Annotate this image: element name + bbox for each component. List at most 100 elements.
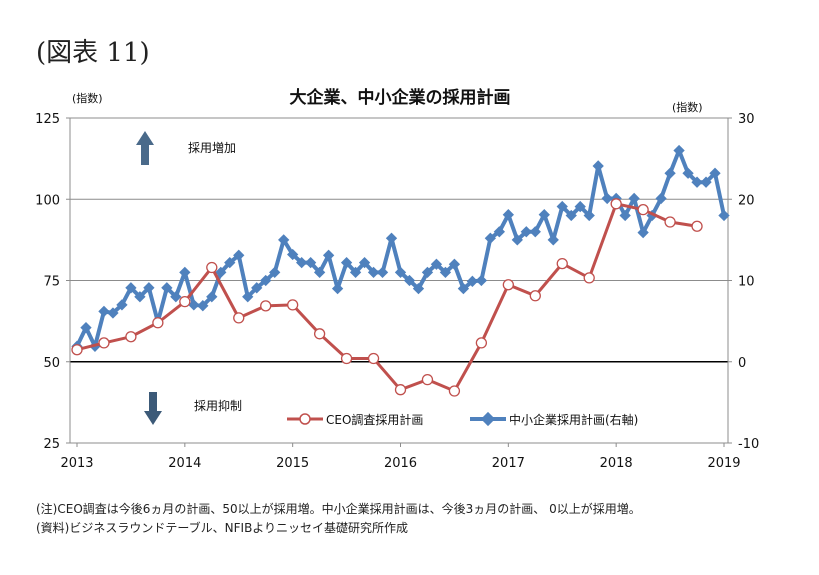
- annotation-up: 採用増加: [188, 141, 236, 155]
- ceo-point: [394, 384, 407, 396]
- small-business-point: [430, 258, 443, 270]
- small-business-point: [224, 256, 236, 269]
- annotation-down: 採用抑制: [194, 398, 242, 413]
- small-business-point: [448, 258, 461, 270]
- small-business-point: [718, 209, 730, 222]
- small-business-point: [206, 291, 218, 303]
- small-business-point: [493, 226, 506, 238]
- small-business-point: [637, 226, 649, 239]
- small-business-point: [709, 167, 721, 179]
- ceo-point: [583, 272, 595, 284]
- small-business-point: [403, 274, 416, 287]
- small-business-point: [691, 176, 703, 188]
- x-tick-label: 2019: [707, 456, 740, 471]
- ceo-point: [421, 373, 434, 386]
- small-business-point: [179, 266, 191, 279]
- chart: 大企業、中小企業の採用計画 (指数) (指数) 25 50 75 100 125 -10 0…: [35, 87, 759, 471]
- right-tick-label: 10: [738, 275, 755, 290]
- small-business-point: [538, 209, 550, 221]
- small-business-point: [583, 209, 595, 222]
- ceo-point: [637, 203, 649, 216]
- small-business-point: [376, 266, 389, 279]
- small-business-point: [457, 282, 470, 295]
- small-business-point: [529, 226, 541, 238]
- small-business-point: [700, 176, 712, 188]
- small-business-point: [547, 234, 559, 246]
- x-tick-label: 2017: [492, 456, 525, 471]
- small-business-point: [439, 266, 452, 279]
- legend-small-business: 中小企業採用計画(右軸): [509, 412, 638, 427]
- down-arrow-icon: [144, 392, 162, 425]
- left-tick-label: 50: [43, 356, 60, 371]
- small-business-point: [215, 266, 227, 279]
- ceo-point: [313, 328, 326, 340]
- ceo-point: [233, 312, 245, 324]
- small-business-point: [466, 275, 479, 287]
- small-business-point: [134, 291, 146, 303]
- x-tick-label: 2015: [276, 456, 309, 471]
- x-tick-label: 2014: [168, 456, 201, 471]
- ceo-point: [610, 198, 622, 210]
- small-business-point: [313, 266, 326, 279]
- small-business-point: [367, 266, 380, 279]
- right-tick-label: 30: [738, 112, 755, 127]
- small-business-point: [349, 266, 362, 279]
- small-business-point: [358, 256, 371, 269]
- ceo-point: [448, 385, 461, 397]
- small-business-point: [98, 305, 110, 318]
- small-business-point: [484, 232, 497, 244]
- ceo-point: [691, 220, 703, 232]
- small-business-point: [556, 200, 568, 213]
- x-tick-label: 2018: [600, 456, 633, 471]
- right-tick-label: 0: [738, 356, 746, 371]
- small-business-point: [188, 299, 200, 311]
- ceo-point: [367, 352, 380, 365]
- small-business-point: [233, 249, 245, 261]
- ceo-point: [206, 261, 218, 274]
- right-axis-unit: (指数): [672, 100, 703, 114]
- ceo-point: [340, 352, 353, 365]
- note-line: (注)CEO調査は今後6ヵ月の計画、50以上が採用増。中小企業採用計画は、今後3…: [36, 502, 641, 516]
- small-business-point: [475, 274, 488, 287]
- source-line: (資料)ビジネスラウンドテーブル、NFIBよりニッセイ基礎研究所作成: [36, 521, 409, 535]
- small-business-point: [170, 291, 182, 303]
- small-business-point: [260, 274, 272, 287]
- x-tick-label: 2013: [60, 456, 93, 471]
- small-business-point: [295, 256, 308, 269]
- small-business-point: [331, 282, 344, 295]
- small-business-point: [394, 266, 407, 279]
- small-business-point: [520, 226, 532, 238]
- right-tick-label: 20: [738, 193, 755, 208]
- small-business-point: [322, 249, 335, 261]
- ceo-point: [125, 331, 137, 343]
- small-business-point: [197, 300, 209, 312]
- ceo-point: [152, 317, 164, 329]
- small-business-point: [242, 291, 254, 303]
- left-tick-label: 125: [35, 112, 60, 127]
- ceo-point: [260, 300, 272, 312]
- legend: CEO調査採用計画 中小企業採用計画(右軸): [287, 411, 638, 427]
- small-business-point: [412, 282, 425, 295]
- small-business-point: [421, 266, 434, 279]
- small-business-point: [628, 192, 640, 205]
- small-business-point: [601, 192, 613, 205]
- left-axis-unit: (指数): [72, 91, 103, 105]
- ceo-point: [98, 337, 110, 349]
- ceo-point: [179, 295, 191, 308]
- ceo-point: [664, 216, 676, 228]
- small-business-point: [655, 192, 667, 205]
- small-business-point: [502, 209, 514, 221]
- chart-title: 大企業、中小企業の採用計画: [290, 87, 511, 108]
- small-business-point: [251, 282, 263, 294]
- small-business-line: [75, 148, 726, 349]
- small-business-point: [673, 144, 685, 157]
- small-business-point: [304, 256, 317, 269]
- small-business-point: [161, 282, 173, 294]
- up-arrow-icon: [136, 131, 154, 165]
- small-business-point: [565, 209, 577, 222]
- small-business-point: [385, 232, 398, 244]
- small-business-point: [143, 282, 155, 294]
- left-tick-label: 25: [43, 437, 60, 452]
- x-tick-label: 2016: [384, 456, 417, 471]
- small-business-point: [287, 248, 299, 261]
